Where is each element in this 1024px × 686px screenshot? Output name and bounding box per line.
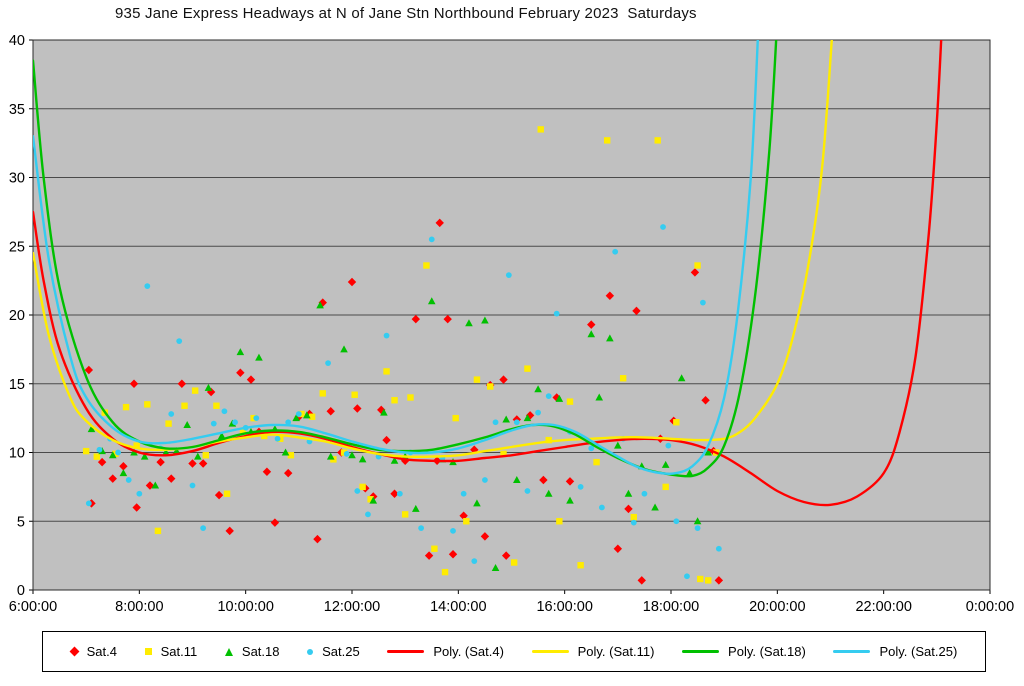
x-tick-label: 0:00:00 bbox=[966, 599, 1014, 615]
legend-item-poly-sat-25: Poly. (Sat.25) bbox=[833, 644, 957, 659]
chart-svg: 0 5 10 15 20 25 30 35 40 6:00:00 8:00:00 10:00:00 12… bbox=[9, 33, 1014, 615]
legend-item-sat-25: Sat.25 bbox=[307, 644, 360, 659]
line-marker-icon bbox=[387, 650, 425, 653]
x-tick-label: 22:00:00 bbox=[855, 599, 911, 615]
legend-label: Sat.25 bbox=[322, 644, 360, 659]
legend-label: Poly. (Sat.18) bbox=[728, 644, 806, 659]
y-tick-label: 10 bbox=[9, 446, 25, 462]
legend-label: Sat.4 bbox=[86, 644, 117, 659]
y-tick-label: 40 bbox=[9, 33, 25, 49]
scatter-series-sat-18 bbox=[87, 297, 713, 571]
y-tick-label: 0 bbox=[17, 583, 25, 599]
legend-item-poly-sat-4: Poly. (Sat.4) bbox=[387, 644, 504, 659]
line-marker-icon bbox=[833, 650, 871, 653]
line-marker-icon bbox=[682, 650, 720, 653]
chart-title: 935 Jane Express Headways at N of Jane S… bbox=[115, 5, 697, 22]
plot-border bbox=[32, 39, 991, 591]
gridlines bbox=[33, 108, 990, 522]
legend-item-sat-18: Sat.18 bbox=[224, 644, 280, 659]
chart-legend: Sat.4 Sat.11 Sat.18 Sat.25 Poly. (Sat.4) Poly… bbox=[42, 631, 986, 672]
y-tick-label: 30 bbox=[9, 171, 25, 187]
y-tick-label: 25 bbox=[9, 239, 25, 255]
legend-label: Poly. (Sat.25) bbox=[879, 644, 958, 659]
legend-item-sat-11: Sat.11 bbox=[144, 644, 198, 659]
square-marker-icon bbox=[144, 648, 152, 655]
axis-ticks bbox=[29, 39, 991, 594]
y-tick-label: 20 bbox=[9, 308, 25, 324]
y-tick-label: 15 bbox=[9, 377, 25, 393]
x-tick-label: 20:00:00 bbox=[749, 599, 805, 615]
x-tick-label: 8:00:00 bbox=[115, 599, 163, 615]
y-tick-label: 35 bbox=[9, 102, 25, 118]
y-axis-labels: 0 5 10 15 20 25 30 35 40 bbox=[9, 33, 25, 599]
trendline-poly-sat-4 bbox=[33, 40, 943, 507]
x-tick-label: 12:00:00 bbox=[324, 599, 380, 615]
x-axis-labels: 6:00:00 8:00:00 10:00:00 12:00:00 14:00:00 16… bbox=[9, 599, 1014, 615]
diamond-marker-icon bbox=[69, 646, 80, 657]
trendline-poly-sat-25 bbox=[33, 40, 759, 476]
trendlines bbox=[33, 40, 943, 507]
circle-marker-icon bbox=[307, 648, 314, 655]
legend-label: Sat.11 bbox=[160, 644, 198, 659]
trendline-poly-sat-11 bbox=[33, 40, 833, 459]
legend-item-sat-4: Sat.4 bbox=[69, 644, 117, 659]
x-tick-label: 18:00:00 bbox=[643, 599, 699, 615]
legend-label: Poly. (Sat.4) bbox=[433, 644, 504, 659]
legend-label: Poly. (Sat.11) bbox=[577, 644, 655, 659]
line-marker-icon bbox=[531, 650, 569, 653]
y-tick-label: 5 bbox=[17, 514, 25, 530]
x-tick-label: 16:00:00 bbox=[536, 599, 592, 615]
triangle-marker-icon bbox=[224, 647, 233, 656]
x-tick-label: 10:00:00 bbox=[217, 599, 273, 615]
legend-item-poly-sat-18: Poly. (Sat.18) bbox=[682, 644, 806, 659]
x-tick-label: 14:00:00 bbox=[430, 599, 486, 615]
legend-label: Sat.18 bbox=[241, 644, 280, 659]
x-tick-label: 6:00:00 bbox=[9, 599, 57, 615]
legend-item-poly-sat-11: Poly. (Sat.11) bbox=[531, 644, 655, 659]
